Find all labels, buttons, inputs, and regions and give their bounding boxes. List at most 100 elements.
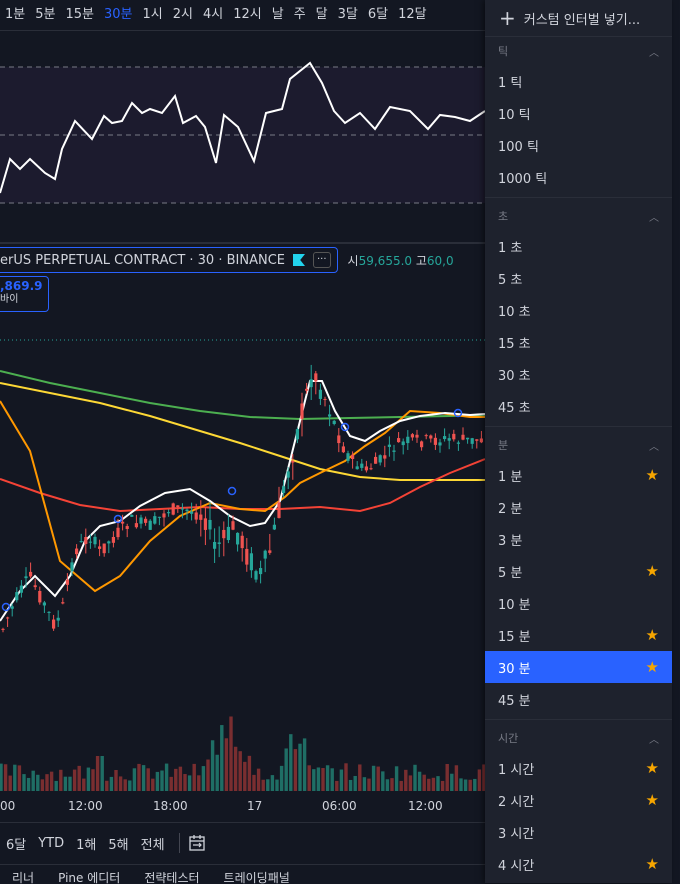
volume-bar: [36, 774, 40, 791]
interval-option[interactable]: 5 분 ★: [485, 555, 672, 587]
interval-option[interactable]: 30 초: [485, 358, 672, 390]
candle-body: [364, 466, 368, 471]
interval-option[interactable]: 1 초: [485, 230, 672, 262]
candle-body: [314, 373, 318, 382]
timeframe-button[interactable]: 달: [315, 7, 328, 22]
timeframe-button[interactable]: 2시: [172, 7, 193, 22]
interval-option[interactable]: 10 분: [485, 587, 672, 619]
calendar-icon[interactable]: [188, 834, 206, 852]
interval-option[interactable]: 30 분 ★: [485, 651, 672, 683]
candle-body: [42, 602, 46, 606]
range-1y[interactable]: 1해: [76, 837, 97, 853]
timeframe-button[interactable]: 6달: [367, 7, 389, 22]
more-options-icon[interactable]: ···: [313, 252, 331, 268]
interval-option[interactable]: 5 초: [485, 262, 672, 294]
chart-canvas[interactable]: [0, 31, 485, 821]
interval-option[interactable]: 4 시간 ★: [485, 848, 672, 880]
candle-body: [79, 541, 83, 543]
candle-body: [254, 571, 258, 580]
interval-label: 15 초: [498, 336, 531, 352]
menu-section-header[interactable]: 분 ︿: [485, 431, 672, 459]
volume-bar: [132, 768, 137, 791]
timeframe-button[interactable]: 15분: [65, 7, 94, 22]
volume-bar: [169, 776, 173, 791]
timeframe-button[interactable]: 12달: [398, 7, 427, 22]
interval-option[interactable]: 15 분 ★: [485, 619, 672, 651]
volume-bar: [445, 763, 449, 791]
range-ytd[interactable]: YTD: [38, 835, 65, 851]
time-axis[interactable]: 00 12:00 18:00 17 06:00 12:00: [0, 796, 485, 818]
timeframe-button[interactable]: 12시: [233, 7, 262, 22]
interval-label: 30 분: [498, 661, 531, 677]
interval-option[interactable]: 2 시간 ★: [485, 784, 672, 816]
symbol-title[interactable]: erUS PERPETUAL CONTRACT · 30 · BINANCE ·…: [0, 247, 338, 273]
interval-option[interactable]: 3 분: [485, 523, 672, 555]
volume-bar: [215, 754, 219, 791]
interval-option[interactable]: 15 초: [485, 326, 672, 358]
candle-body: [111, 536, 115, 543]
interval-option[interactable]: 3 시간: [485, 816, 672, 848]
candle-body: [134, 523, 138, 528]
open-label: 시: [347, 253, 359, 268]
volume-bar: [164, 763, 169, 791]
candle-body: [162, 513, 166, 518]
candle-body: [102, 543, 106, 554]
volume-bar: [197, 775, 201, 791]
menu-section-header[interactable]: 시간 ︿: [485, 724, 672, 752]
interval-option[interactable]: 45 초: [485, 390, 672, 422]
favorite-star-icon[interactable]: ★: [645, 562, 659, 580]
volume-bar: [427, 778, 431, 791]
favorite-star-icon[interactable]: ★: [645, 759, 659, 777]
interval-option[interactable]: 100 틱: [485, 129, 672, 161]
add-custom-interval-button[interactable]: + 커스텀 인터벌 넣기...: [485, 0, 672, 37]
range-all[interactable]: 전체: [140, 837, 165, 853]
favorite-star-icon[interactable]: ★: [645, 658, 659, 676]
candle-body: [401, 441, 405, 446]
timeframe-button[interactable]: 30분: [103, 7, 133, 22]
timeframe-button[interactable]: 4시: [202, 7, 224, 22]
tab-screener[interactable]: 리너: [12, 871, 35, 884]
interval-option[interactable]: 1 틱: [485, 65, 672, 97]
timeframe-button[interactable]: 1시: [142, 7, 163, 22]
buy-button[interactable]: ,869.9 바이: [0, 276, 49, 312]
candle-body: [93, 536, 97, 545]
range-6m[interactable]: 6달: [6, 837, 27, 853]
timeframe-button[interactable]: 5분: [35, 7, 56, 22]
chevron-up-icon[interactable]: ︿: [649, 47, 659, 59]
interval-option[interactable]: 10 초: [485, 294, 672, 326]
tab-strategy-tester[interactable]: 전략테스터: [144, 871, 200, 884]
interval-option[interactable]: 1 분 ★: [485, 459, 672, 491]
timeframe-button[interactable]: 3달: [337, 7, 358, 22]
candle-body: [236, 532, 240, 545]
interval-option[interactable]: 10 틱: [485, 97, 672, 129]
flag-icon[interactable]: [293, 254, 305, 266]
volume-bar: [155, 771, 160, 791]
chevron-up-icon[interactable]: ︿: [649, 212, 659, 224]
menu-section-header[interactable]: 틱 ︿: [485, 37, 672, 65]
tab-pine-editor[interactable]: Pine 에디터: [58, 871, 121, 884]
chevron-up-icon[interactable]: ︿: [649, 734, 659, 746]
interval-label: 5 분: [498, 565, 523, 581]
interval-option[interactable]: 45 분: [485, 683, 672, 715]
tab-trading-panel[interactable]: 트레이딩패널: [223, 871, 290, 884]
favorite-star-icon[interactable]: ★: [645, 626, 659, 644]
timeframe-button[interactable]: 1분: [5, 7, 26, 22]
favorite-star-icon[interactable]: ★: [645, 466, 659, 484]
timeframe-button[interactable]: 날: [271, 7, 284, 22]
interval-option[interactable]: 1 시간 ★: [485, 752, 672, 784]
interval-label: 1 틱: [498, 75, 523, 91]
chevron-up-icon[interactable]: ︿: [649, 441, 659, 453]
volume-bar: [220, 725, 224, 791]
volume-bar: [367, 778, 371, 791]
timeframe-button[interactable]: 주: [293, 7, 306, 22]
favorite-star-icon[interactable]: ★: [645, 855, 659, 873]
favorite-star-icon[interactable]: ★: [645, 791, 659, 809]
chart-area[interactable]: [0, 31, 485, 821]
menu-section-header[interactable]: 초 ︿: [485, 202, 672, 230]
interval-option[interactable]: 1000 틱: [485, 161, 672, 193]
volume-bar: [459, 778, 463, 791]
interval-option[interactable]: 2 분: [485, 491, 672, 523]
ma-line: [0, 400, 485, 593]
range-5y[interactable]: 5해: [108, 837, 129, 853]
